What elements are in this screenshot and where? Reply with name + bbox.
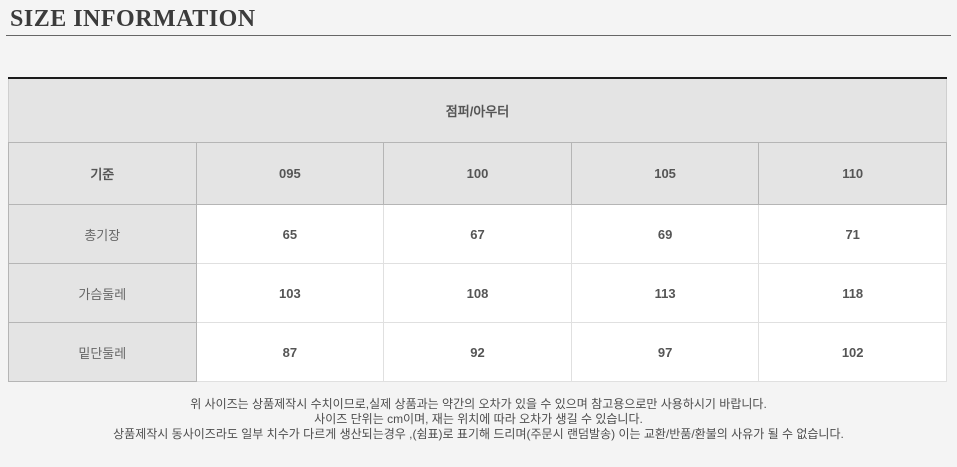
size-header-label: 기준 — [8, 142, 197, 205]
note-line: 위 사이즈는 상품제작시 수치이므로,실제 상품과는 약간의 오차가 있을 수 … — [190, 397, 767, 411]
title-underline — [6, 35, 951, 36]
measurement-value: 102 — [758, 322, 947, 382]
measurement-value: 108 — [383, 263, 572, 323]
size-column-header: 100 — [383, 142, 572, 205]
measurement-value: 118 — [758, 263, 947, 323]
size-notes: 위 사이즈는 상품제작시 수치이므로,실제 상품과는 약간의 오차가 있을 수 … — [0, 397, 957, 442]
size-column-header: 110 — [758, 142, 947, 205]
size-column-header: 105 — [570, 142, 760, 205]
size-header-row: 기준 095 100 105 110 — [8, 142, 947, 205]
measurement-value: 65 — [195, 204, 385, 264]
section-header: SIZE INFORMATION — [0, 0, 957, 32]
measurement-value: 113 — [570, 263, 760, 323]
measurement-value: 87 — [195, 322, 385, 382]
measurement-value: 92 — [383, 322, 572, 382]
size-table: 점퍼/아우터 기준 095 100 105 110 총기장 65 67 69 7… — [8, 77, 947, 382]
measurement-value: 69 — [570, 204, 760, 264]
measurement-label: 가슴둘레 — [8, 263, 197, 323]
measurement-value: 71 — [758, 204, 947, 264]
size-column-header: 095 — [195, 142, 385, 205]
measurement-value: 103 — [195, 263, 385, 323]
measurement-value: 97 — [570, 322, 760, 382]
measurement-value: 67 — [383, 204, 572, 264]
note-line: 상품제작시 동사이즈라도 일부 치수가 다르게 생산되는경우 ,(쉼표)로 표기… — [113, 427, 844, 441]
measurement-label: 밑단둘레 — [8, 322, 197, 382]
table-row: 밑단둘레 87 92 97 102 — [8, 322, 947, 382]
note-line: 사이즈 단위는 cm이며, 재는 위치에 따라 오차가 생길 수 있습니다. — [314, 412, 643, 426]
table-row: 총기장 65 67 69 71 — [8, 204, 947, 264]
category-header-cell: 점퍼/아우터 — [8, 77, 947, 143]
category-header-row: 점퍼/아우터 — [8, 77, 947, 143]
measurement-label: 총기장 — [8, 204, 197, 264]
table-row: 가슴둘레 103 108 113 118 — [8, 263, 947, 323]
page-title: SIZE INFORMATION — [10, 6, 256, 32]
